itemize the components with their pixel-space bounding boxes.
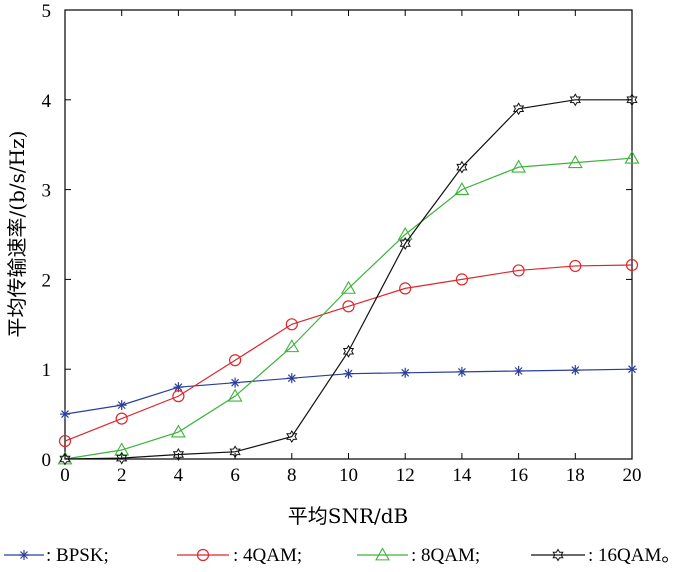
- y-tick-label: 3: [42, 181, 52, 202]
- data-point: [342, 344, 355, 358]
- data-point: [286, 430, 298, 444]
- legend-marker: [19, 550, 29, 560]
- x-tick-label: 14: [452, 465, 472, 486]
- data-point: [170, 424, 186, 438]
- legend: : BPSK; : 4QAM; : 8QAM; : 16QAM。: [4, 545, 680, 566]
- data-point: [567, 155, 583, 169]
- data-point: [456, 160, 468, 174]
- data-point: [172, 448, 185, 461]
- data-point: [343, 368, 354, 379]
- legend-marker: [552, 548, 564, 562]
- data-point: [624, 150, 640, 164]
- data-point: [115, 412, 128, 425]
- legend-item-8QAM: : 8QAM;: [357, 545, 480, 566]
- x-axis-label: 平均SNR/dB: [288, 504, 409, 528]
- data-point: [570, 365, 581, 376]
- legend-label: : 8QAM;: [411, 545, 480, 566]
- legend-marker: [196, 548, 210, 562]
- legend-item-4QAM: : 4QAM;: [177, 545, 302, 566]
- data-point: [172, 390, 185, 403]
- x-tick-label: 0: [60, 465, 70, 486]
- legend-label: : 4QAM;: [233, 545, 302, 566]
- data-point: [285, 318, 298, 331]
- series-line: [64, 264, 633, 442]
- data-point: [454, 181, 470, 196]
- data-point: [399, 282, 412, 295]
- y-tick-label: 0: [42, 450, 52, 471]
- data-point: [625, 258, 639, 272]
- data-point: [513, 365, 524, 376]
- data-point: [569, 93, 581, 107]
- series-line: [64, 157, 633, 460]
- data-point: [116, 400, 127, 411]
- legend-marker: [375, 547, 390, 561]
- y-tick-label: 2: [42, 270, 52, 291]
- y-tick-label: 4: [42, 91, 52, 112]
- data-point: [342, 300, 355, 313]
- data-point: [512, 102, 525, 116]
- data-point: [455, 273, 468, 286]
- data-point: [230, 377, 241, 388]
- series-4QAM: [58, 258, 639, 448]
- y-tick-label: 1: [42, 360, 52, 381]
- data-point: [116, 451, 128, 465]
- x-tick-label: 18: [566, 465, 585, 486]
- x-tick-label: 4: [174, 465, 184, 486]
- data-point: [229, 354, 242, 367]
- x-tick-label: 12: [396, 465, 415, 486]
- x-tick-label: 16: [509, 465, 528, 486]
- data-point: [399, 236, 411, 250]
- data-point: [229, 445, 241, 459]
- data-point: [569, 259, 582, 273]
- data-point: [512, 264, 525, 277]
- data-point: [114, 442, 130, 456]
- data-point: [511, 159, 527, 173]
- data-point: [227, 388, 243, 402]
- legend-item-BPSK: : BPSK;: [4, 545, 109, 566]
- legend-label: : BPSK;: [46, 545, 109, 566]
- data-point: [59, 452, 71, 466]
- x-tick-label: 8: [287, 465, 297, 486]
- y-tick-label: 5: [42, 1, 52, 22]
- x-tick-label: 2: [117, 465, 127, 486]
- x-tick-label: 10: [339, 465, 358, 486]
- legend-item-16QAM: : 16QAM。: [531, 545, 680, 566]
- data-point: [60, 409, 70, 420]
- data-point: [626, 93, 638, 107]
- y-axis-label: 平均传输速率/(b/s/Hz): [5, 131, 29, 338]
- data-point: [58, 434, 72, 448]
- data-point: [397, 226, 413, 240]
- x-tick-label: 20: [623, 465, 642, 486]
- data-point: [400, 367, 411, 378]
- data-point: [284, 339, 300, 353]
- series-8QAM: [57, 150, 640, 465]
- series-line: [64, 99, 632, 460]
- series-BPSK: [60, 364, 637, 420]
- data-point: [627, 364, 637, 375]
- plot-frame: [64, 9, 633, 460]
- x-tick-label: 6: [230, 465, 240, 486]
- legend-label: : 16QAM。: [588, 545, 680, 566]
- data-point: [456, 366, 467, 377]
- data-point: [341, 280, 356, 294]
- series-16QAM: [59, 93, 638, 466]
- series-layer: [57, 93, 640, 466]
- data-point: [286, 373, 297, 384]
